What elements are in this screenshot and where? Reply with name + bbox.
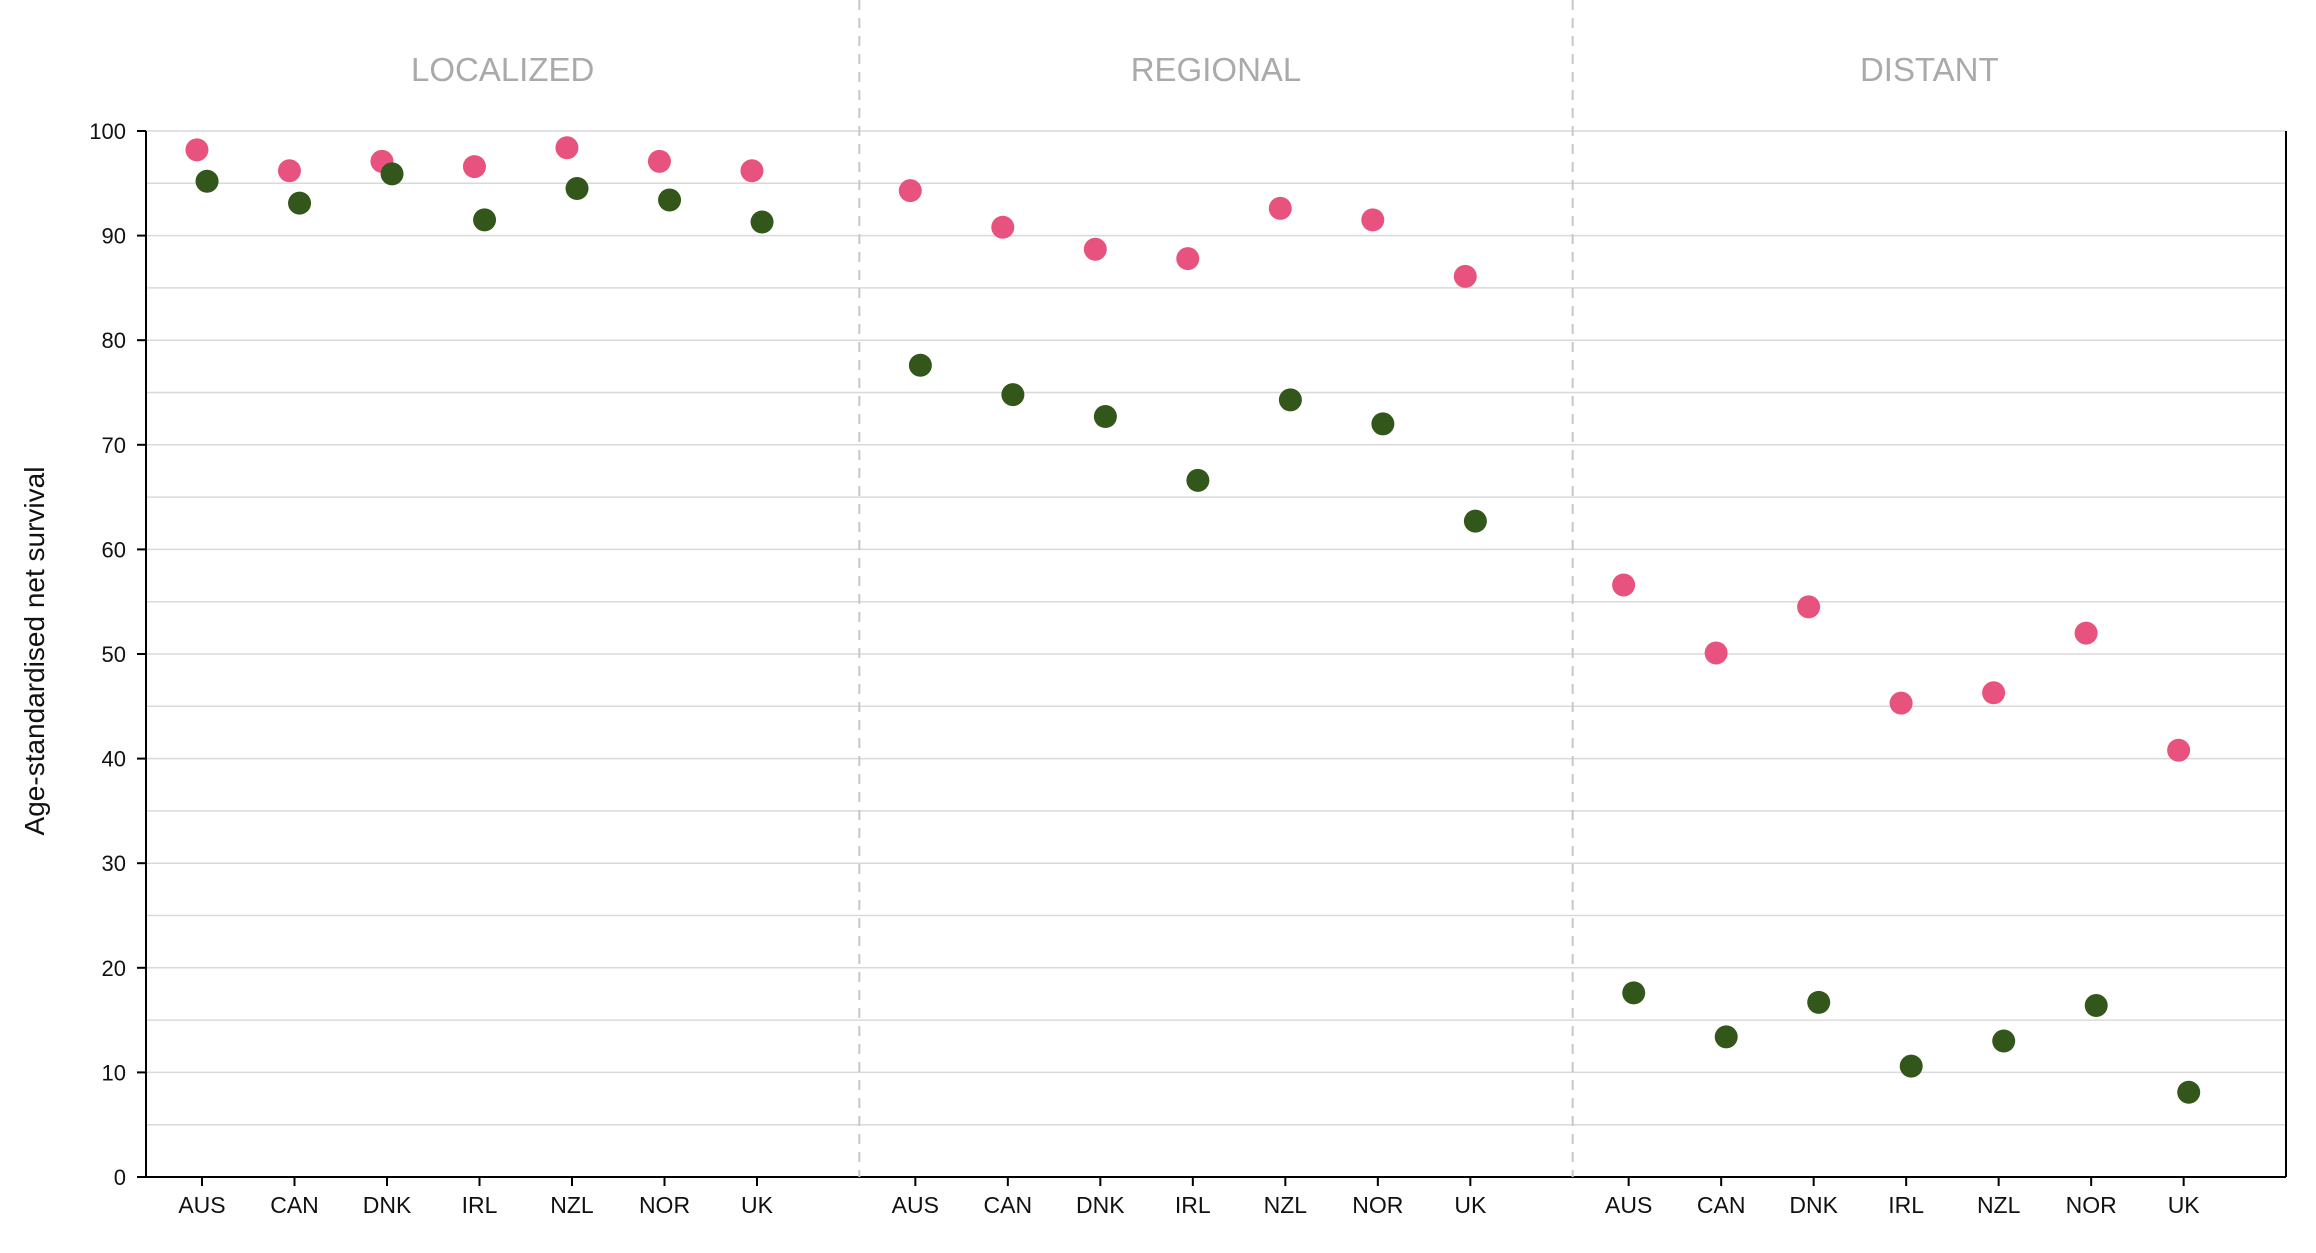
data-point-green [1001, 383, 1025, 407]
category-label: NOR [639, 1192, 690, 1218]
data-point-pink [1704, 641, 1728, 665]
data-point-green [1371, 412, 1395, 436]
data-point-green [908, 353, 932, 377]
category-label: DNK [1076, 1192, 1125, 1218]
data-point-pink [991, 215, 1015, 239]
data-point-pink [1982, 681, 2006, 705]
data-point-green [1992, 1029, 2016, 1053]
y-tick-label: 100 [89, 119, 126, 144]
data-point-green [380, 162, 404, 186]
data-point-green [658, 188, 682, 212]
category-label: CAN [984, 1192, 1033, 1218]
y-tick-label: 40 [102, 747, 126, 772]
data-point-pink [740, 159, 764, 183]
y-tick-label: 0 [114, 1165, 126, 1190]
category-label: NOR [2066, 1192, 2117, 1218]
data-point-green [750, 210, 774, 234]
data-point-green [565, 177, 589, 201]
y-tick-label: 90 [102, 224, 126, 249]
category-label: NOR [1352, 1192, 1403, 1218]
category-label: NZL [1977, 1192, 2021, 1218]
panel-title: REGIONAL [1131, 51, 1302, 88]
data-point-green [1093, 405, 1117, 429]
data-point-pink [898, 179, 922, 203]
data-point-pink [1797, 595, 1821, 619]
y-tick-label: 80 [102, 328, 126, 353]
grid-layer [146, 130, 2286, 1126]
category-label: CAN [270, 1192, 319, 1218]
y-tick-label: 60 [102, 537, 126, 562]
title-layer: LOCALIZED REGIONAL DISTANT [411, 51, 1999, 88]
category-label: NZL [1264, 1192, 1308, 1218]
data-point-pink [2074, 621, 2098, 645]
data-point-pink [277, 159, 301, 183]
y-axis-title: Age-standardised net survival [19, 467, 50, 836]
category-label: AUS [1605, 1192, 1652, 1218]
data-point-green [1278, 388, 1302, 412]
category-label: IRL [462, 1192, 498, 1218]
data-point-green [2084, 993, 2108, 1017]
data-point-green [1186, 468, 1210, 492]
category-label: DNK [1789, 1192, 1838, 1218]
data-point-green [195, 169, 219, 193]
data-point-pink [1889, 691, 1913, 715]
data-point-green [1622, 981, 1646, 1005]
data-point-green [2177, 1080, 2201, 1104]
data-point-pink [1612, 573, 1636, 597]
data-point-pink [1176, 247, 1200, 271]
y-tick-label: 30 [102, 851, 126, 876]
category-label: AUS [892, 1192, 939, 1218]
category-label: NZL [550, 1192, 594, 1218]
data-point-pink [1361, 208, 1385, 232]
data-point-green [1714, 1025, 1738, 1049]
category-label: IRL [1175, 1192, 1211, 1218]
point-layer [185, 136, 2201, 1104]
category-label: DNK [363, 1192, 412, 1218]
data-point-pink [185, 138, 209, 162]
data-point-green [1807, 990, 1831, 1014]
axis-layer: 0 10 20 30 40 50 60 70 80 90 100 AUS CAN DNK IRL NZL NOR… [89, 119, 2287, 1218]
category-label: CAN [1697, 1192, 1746, 1218]
y-tick-label: 70 [102, 433, 126, 458]
data-point-pink [1453, 264, 1477, 288]
y-tick-label: 20 [102, 956, 126, 981]
data-point-green [1463, 509, 1487, 533]
category-label: AUS [178, 1192, 225, 1218]
data-point-green [1899, 1054, 1923, 1078]
y-tick-label: 50 [102, 642, 126, 667]
data-point-pink [1083, 237, 1107, 261]
category-label: UK [741, 1192, 774, 1218]
data-point-pink [555, 136, 579, 160]
data-point-pink [1268, 196, 1292, 220]
divider-layer [858, 0, 1574, 1177]
panel-title: LOCALIZED [411, 51, 594, 88]
category-label: IRL [1888, 1192, 1924, 1218]
data-point-pink [2167, 738, 2191, 762]
data-point-pink [462, 155, 486, 179]
data-point-pink [647, 149, 671, 173]
category-label: UK [1454, 1192, 1487, 1218]
data-point-green [288, 191, 312, 215]
category-label: UK [2168, 1192, 2201, 1218]
panel-title: DISTANT [1860, 51, 1999, 88]
data-point-green [473, 208, 497, 232]
y-tick-label: 10 [102, 1060, 126, 1085]
